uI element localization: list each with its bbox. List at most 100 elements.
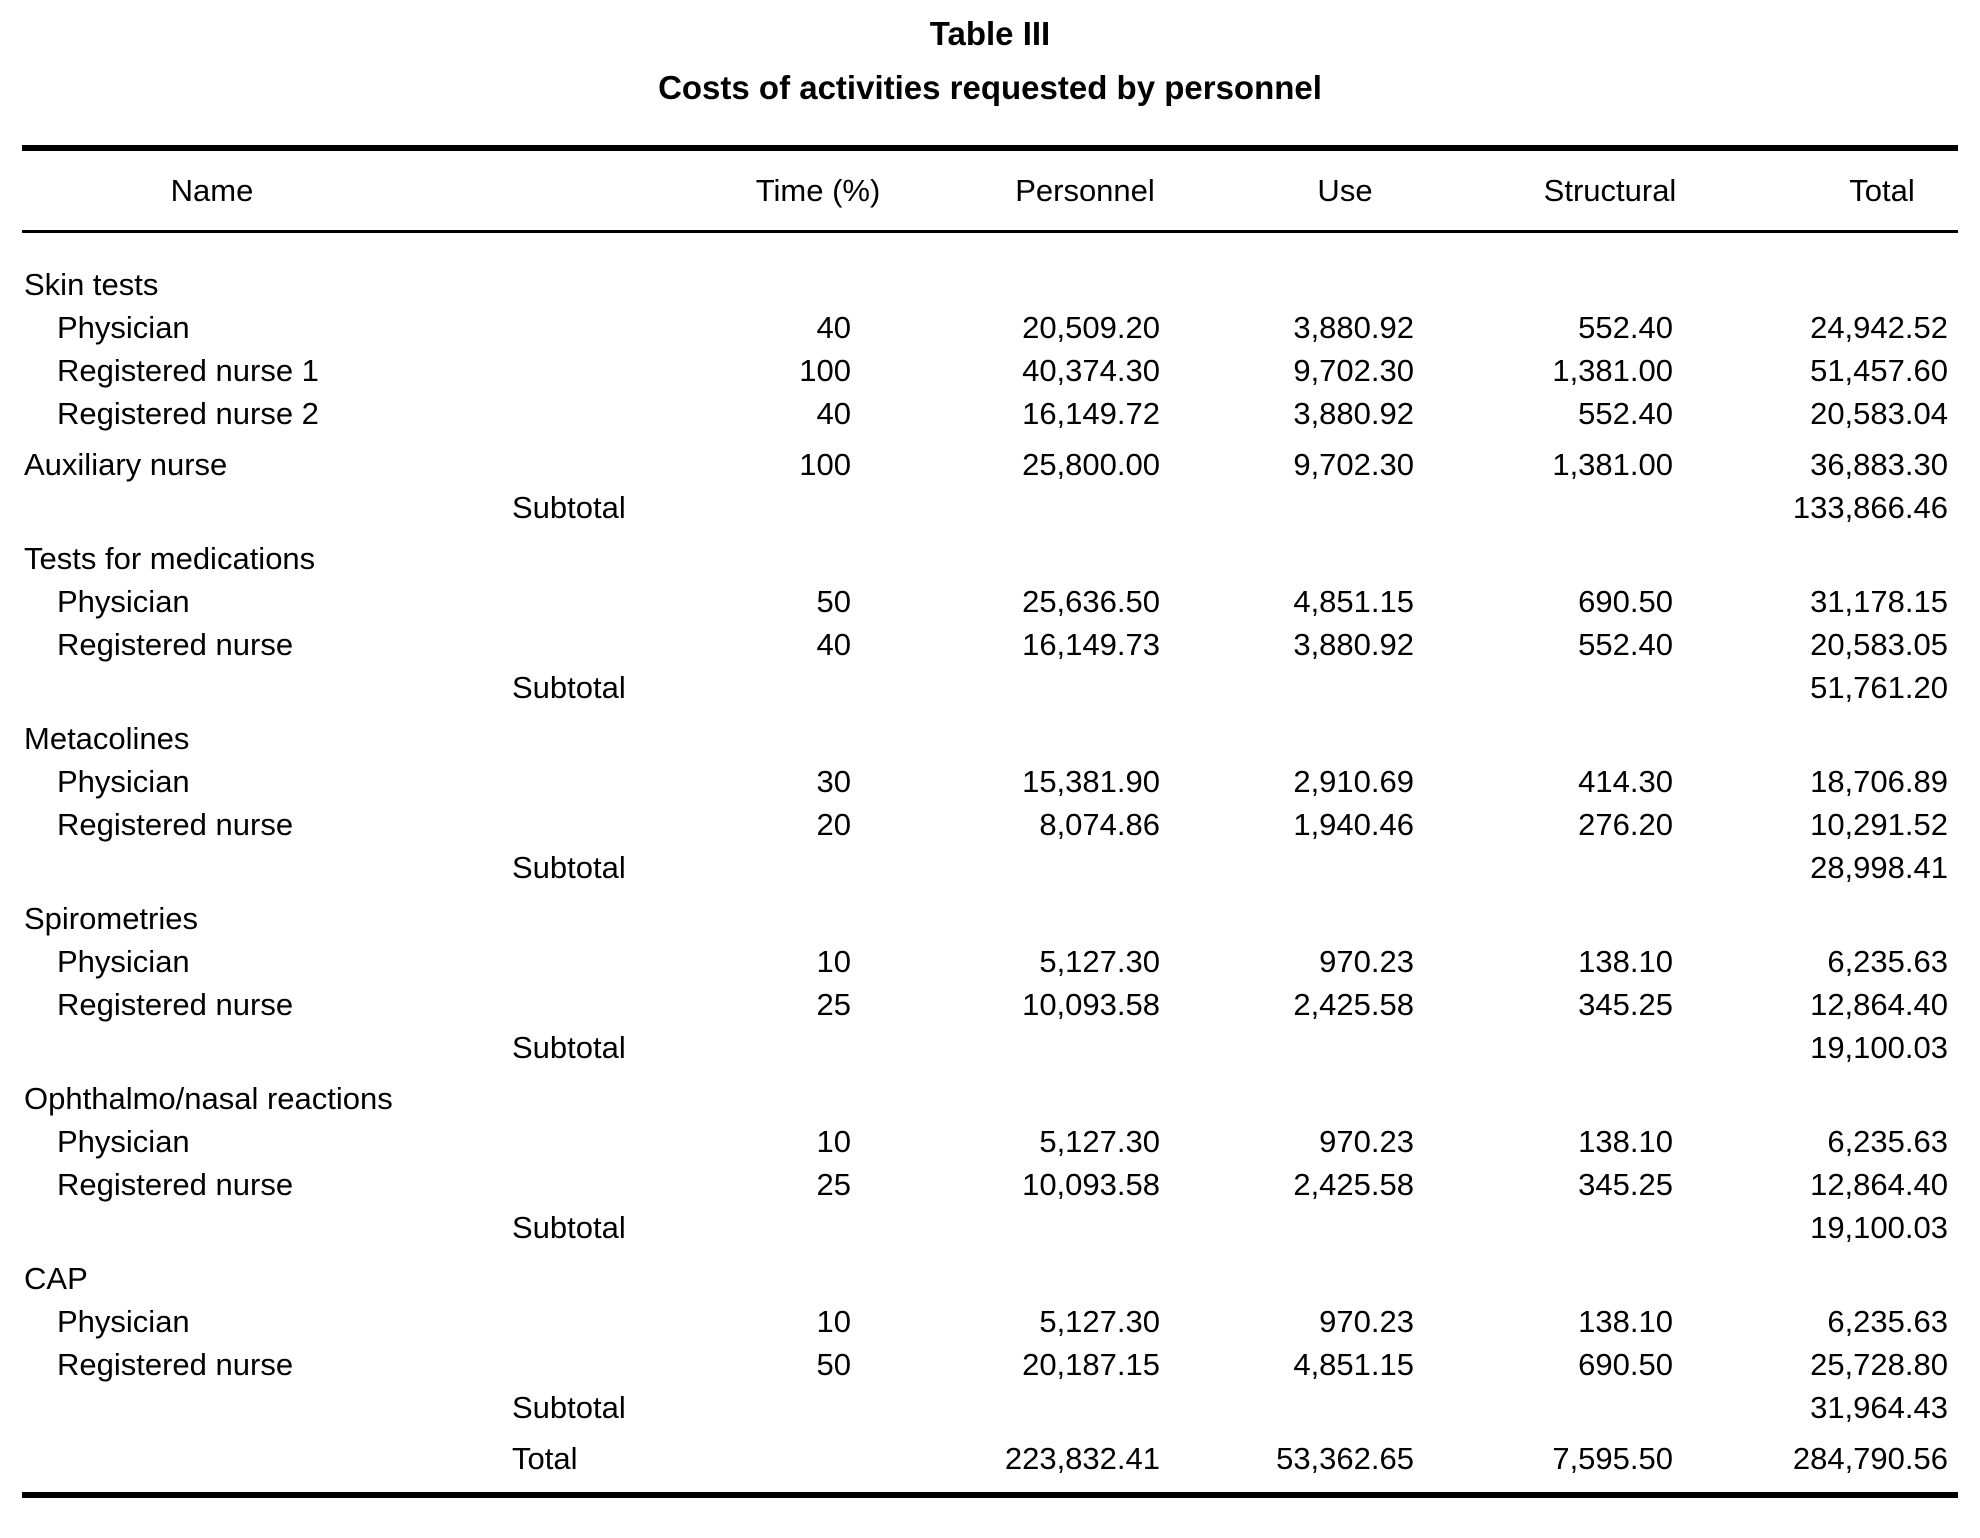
grand-total-personnel: 223,832.41	[1004, 1441, 1160, 1476]
subtotal-label: Subtotal	[512, 1210, 626, 1245]
cell-total: 12,864.40	[1810, 987, 1948, 1022]
cell-use: 2,425.58	[1293, 987, 1414, 1022]
table-row: Registered nurse 25 10,093.58 2,425.58 3…	[22, 983, 1958, 1026]
cell-total: 6,235.63	[1827, 1304, 1948, 1339]
table-row: Physician 10 5,127.30 970.23 138.10 6,23…	[22, 1300, 1958, 1343]
cell-personnel: 10,093.58	[1022, 1167, 1160, 1202]
section-header-label: Spirometries	[24, 901, 198, 936]
subtotal-row: Subtotal 133,866.46	[22, 486, 1958, 529]
cell-time: 25	[816, 987, 851, 1022]
grand-total-structural: 7,595.50	[1552, 1441, 1673, 1476]
cell-use: 970.23	[1319, 1124, 1414, 1159]
grand-total-row: Total 223,832.41 53,362.65 7,595.50 284,…	[22, 1437, 1958, 1480]
cell-use: 4,851.15	[1293, 584, 1414, 619]
cell-structural: 1,381.00	[1552, 353, 1673, 388]
section-header-label: CAP	[24, 1261, 88, 1296]
subtotal-row: Subtotal 28,998.41	[22, 846, 1958, 889]
row-label: Physician	[57, 764, 190, 799]
subtotal-label: Subtotal	[512, 850, 626, 885]
table-subtitle: Costs of activities requested by personn…	[658, 69, 1322, 106]
cell-total: 18,706.89	[1810, 764, 1948, 799]
section-header-label: Metacolines	[24, 721, 190, 756]
cell-time: 10	[816, 1124, 851, 1159]
section-header-label: Ophthalmo/nasal reactions	[24, 1081, 393, 1116]
subtotal-value: 19,100.03	[1810, 1210, 1948, 1245]
section-header-row: Spirometries	[22, 897, 1958, 940]
cell-personnel: 5,127.30	[1039, 1304, 1160, 1339]
cell-use: 9,702.30	[1293, 353, 1414, 388]
cell-personnel: 5,127.30	[1039, 944, 1160, 979]
cell-personnel: 20,509.20	[1022, 310, 1160, 345]
cell-structural: 276.20	[1578, 807, 1673, 842]
table-row: Registered nurse 40 16,149.73 3,880.92 5…	[22, 623, 1958, 666]
row-label: Registered nurse 1	[57, 353, 319, 388]
cell-structural: 138.10	[1578, 1124, 1673, 1159]
subtotal-label: Subtotal	[512, 1030, 626, 1065]
cell-use: 970.23	[1319, 1304, 1414, 1339]
subtotal-value: 19,100.03	[1810, 1030, 1948, 1065]
table-row: Registered nurse 20 8,074.86 1,940.46 27…	[22, 803, 1958, 846]
cell-structural: 138.10	[1578, 1304, 1673, 1339]
section-header-row: Tests for medications	[22, 537, 1958, 580]
subtotal-label: Subtotal	[512, 1390, 626, 1425]
cell-time: 10	[816, 944, 851, 979]
cell-total: 20,583.05	[1810, 627, 1948, 662]
cell-time: 20	[816, 807, 851, 842]
subtotal-row: Subtotal 31,964.43	[22, 1386, 1958, 1429]
row-label: Physician	[57, 310, 190, 345]
subtotal-value: 28,998.41	[1810, 850, 1948, 885]
bottom-rule	[22, 1492, 1958, 1498]
table-row: Physician 10 5,127.30 970.23 138.10 6,23…	[22, 940, 1958, 983]
cell-personnel: 10,093.58	[1022, 987, 1160, 1022]
table-row: Physician 30 15,381.90 2,910.69 414.30 1…	[22, 760, 1958, 803]
cell-time: 100	[799, 353, 851, 388]
table-row: Physician 10 5,127.30 970.23 138.10 6,23…	[22, 1120, 1958, 1163]
cell-time: 30	[816, 764, 851, 799]
subtotal-row: Subtotal 19,100.03	[22, 1026, 1958, 1069]
subtotal-label: Subtotal	[512, 670, 626, 705]
cell-total: 25,728.80	[1810, 1347, 1948, 1382]
section-header-row: Metacolines	[22, 717, 1958, 760]
row-label: Registered nurse 2	[57, 396, 319, 431]
cell-structural: 1,381.00	[1552, 447, 1673, 482]
costs-table: Name Time (%) Personnel Use Structural T…	[22, 145, 1958, 1498]
column-header-personnel: Personnel	[1015, 173, 1155, 208]
grand-total-total: 284,790.56	[1792, 1441, 1948, 1476]
subtotal-row: Subtotal 19,100.03	[22, 1206, 1958, 1249]
cell-use: 970.23	[1319, 944, 1414, 979]
subtotal-value: 51,761.20	[1810, 670, 1948, 705]
cell-total: 31,178.15	[1810, 584, 1948, 619]
cell-total: 6,235.63	[1827, 1124, 1948, 1159]
section-header-row: Skin tests	[22, 263, 1958, 306]
cell-structural: 690.50	[1578, 1347, 1673, 1382]
table-row: Physician 40 20,509.20 3,880.92 552.40 2…	[22, 306, 1958, 349]
cell-structural: 138.10	[1578, 944, 1673, 979]
cell-total: 51,457.60	[1810, 353, 1948, 388]
grand-total-use: 53,362.65	[1276, 1441, 1414, 1476]
row-label: Registered nurse	[57, 1167, 294, 1202]
cell-use: 4,851.15	[1293, 1347, 1414, 1382]
header-rule	[22, 230, 1958, 233]
cell-use: 3,880.92	[1293, 310, 1414, 345]
cell-personnel: 20,187.15	[1022, 1347, 1160, 1382]
table-body: Skin tests Physician 40 20,509.20 3,880.…	[22, 233, 1958, 1480]
row-label: Registered nurse	[57, 1347, 294, 1382]
cell-structural: 345.25	[1578, 1167, 1673, 1202]
section-header-label: Tests for medications	[24, 541, 316, 576]
table-row: Registered nurse 1 100 40,374.30 9,702.3…	[22, 349, 1958, 392]
cell-personnel: 25,800.00	[1022, 447, 1160, 482]
cell-time: 25	[816, 1167, 851, 1202]
cell-time: 40	[816, 310, 851, 345]
cell-time: 40	[816, 396, 851, 431]
subtotal-value: 31,964.43	[1810, 1390, 1948, 1425]
cell-structural: 690.50	[1578, 584, 1673, 619]
cell-total: 36,883.30	[1810, 447, 1948, 482]
cell-personnel: 25,636.50	[1022, 584, 1160, 619]
subtotal-label: Subtotal	[512, 490, 626, 525]
section-header-row: Ophthalmo/nasal reactions	[22, 1077, 1958, 1120]
cell-total: 6,235.63	[1827, 944, 1948, 979]
column-header-structural: Structural	[1543, 173, 1677, 208]
row-label: Physician	[57, 1124, 190, 1159]
cell-personnel: 16,149.73	[1022, 627, 1160, 662]
cell-personnel: 15,381.90	[1022, 764, 1160, 799]
